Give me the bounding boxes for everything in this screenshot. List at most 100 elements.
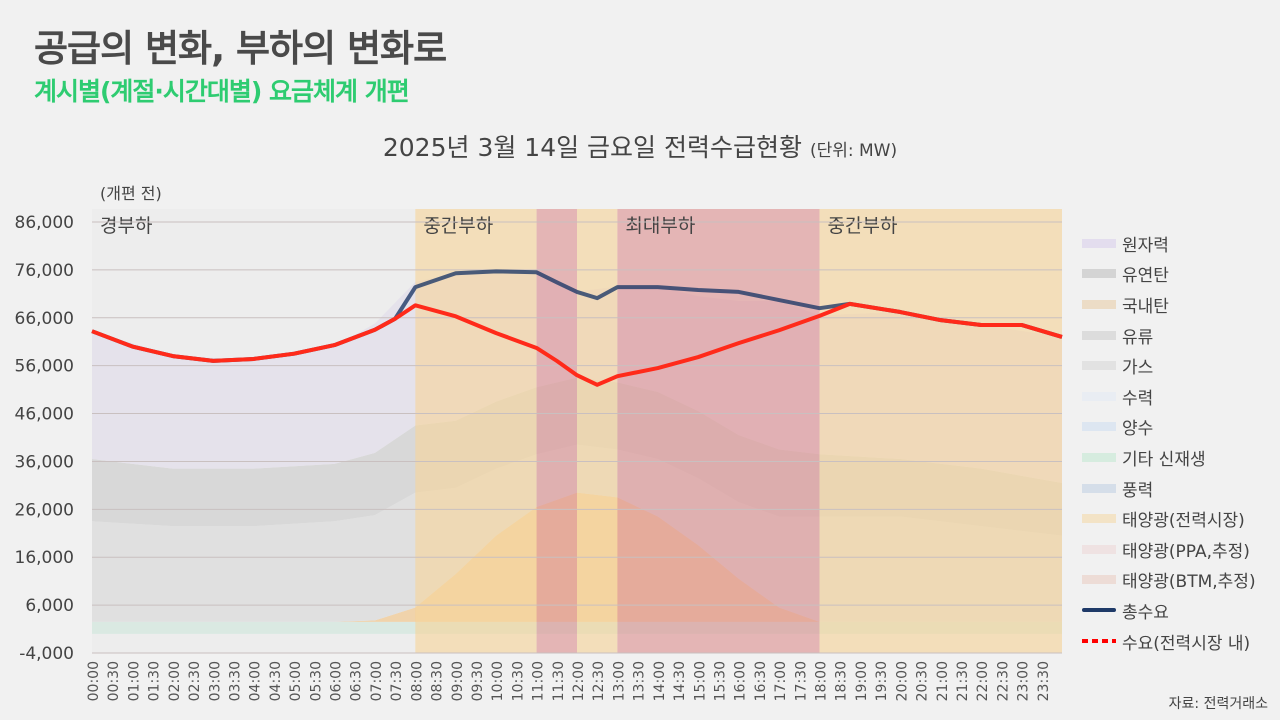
x-tick-label-36: 18:00 [814, 661, 830, 701]
x-tick-label-17: 08:30 [430, 661, 446, 701]
x-tick-label-15: 07:30 [389, 661, 405, 701]
legend-swatch [1082, 361, 1116, 371]
y-tick-label-2: 66,000 [15, 309, 74, 329]
x-tick-label-37: 18:30 [834, 661, 850, 701]
x-tick-label-3: 01:30 [147, 661, 163, 701]
legend-swatch [1082, 269, 1116, 279]
x-tick-label-46: 23:00 [1016, 661, 1032, 701]
period-band-5 [819, 209, 1062, 653]
period-band-1 [415, 209, 537, 653]
legend-swatch [1082, 330, 1116, 340]
legend-label: 수력 [1122, 388, 1154, 409]
y-tick-label-3: 56,000 [15, 357, 74, 377]
x-tick-label-38: 19:00 [854, 661, 870, 701]
x-tick-label-4: 02:00 [167, 661, 183, 701]
legend-item: 국내탄 [1082, 289, 1256, 320]
x-tick-label-27: 13:30 [632, 661, 648, 701]
legend-label: 총수요 [1122, 602, 1169, 623]
y-tick-label-1: 76,000 [15, 261, 74, 281]
x-tick-label-9: 04:30 [268, 661, 284, 701]
x-tick-label-18: 09:00 [450, 661, 466, 701]
legend-swatch [1082, 422, 1116, 432]
legend-label: 유류 [1122, 327, 1154, 348]
legend-item: 태양광(BTM,추정) [1082, 565, 1256, 596]
legend-label: 태양광(전력시장) [1122, 511, 1245, 532]
page-subtitle: 계시별(계절·시간대별) 요금체계 개편 [34, 77, 410, 106]
legend-label: 원자력 [1122, 235, 1169, 256]
chart-title-text: 2025년 3월 14일 금요일 전력수급현황 [382, 133, 803, 162]
legend-swatch [1082, 639, 1116, 644]
x-tick-label-21: 10:30 [510, 661, 526, 701]
x-tick-label-35: 17:30 [793, 661, 809, 701]
x-tick-label-33: 16:30 [753, 661, 769, 701]
legend-label: 가스 [1122, 358, 1154, 379]
source-note: 자료: 전력거래소 [1168, 696, 1268, 712]
x-tick-label-11: 05:30 [308, 661, 324, 701]
x-tick-label-39: 19:30 [874, 661, 890, 701]
legend-label: 유연탄 [1122, 266, 1169, 287]
period-band-0 [92, 209, 416, 653]
x-tick-label-13: 06:30 [349, 661, 365, 701]
x-tick-label-16: 08:00 [409, 661, 425, 701]
x-tick-label-23: 11:30 [551, 661, 567, 701]
y-tick-label-0: 86,000 [15, 213, 74, 233]
legend-item: 수력 [1082, 381, 1256, 412]
x-tick-label-6: 03:00 [207, 661, 223, 701]
period-band-3 [577, 209, 618, 653]
legend-label: 국내탄 [1122, 296, 1169, 317]
y-tick-label-8: 6,000 [25, 596, 74, 616]
legend-swatch [1082, 575, 1116, 585]
y-tick-label-6: 26,000 [15, 500, 74, 520]
legend-label: 태양광(PPA,추정) [1122, 541, 1250, 562]
x-tick-label-25: 12:30 [591, 661, 607, 701]
legend-item: 유연탄 [1082, 259, 1256, 290]
legend-label: 기타 신재생 [1122, 449, 1206, 470]
legend-item: 수요(전력시장 내) [1082, 626, 1256, 657]
x-tick-label-0: 00:00 [86, 661, 102, 701]
period-band-4 [617, 209, 820, 653]
before-reform-note: (개편 전) [100, 184, 162, 203]
x-tick-label-10: 05:00 [288, 661, 304, 701]
legend-label: 수요(전력시장 내) [1122, 633, 1251, 654]
x-tick-label-2: 01:00 [126, 661, 142, 701]
x-tick-label-43: 21:30 [955, 661, 971, 701]
x-tick-label-24: 12:00 [571, 661, 587, 701]
legend-item: 가스 [1082, 350, 1256, 381]
x-tick-label-22: 11:00 [531, 661, 547, 701]
legend-item: 양수 [1082, 412, 1256, 443]
y-tick-label-5: 36,000 [15, 452, 74, 472]
x-tick-label-14: 07:00 [369, 661, 385, 701]
y-tick-label-7: 16,000 [15, 548, 74, 568]
legend-item: 태양광(PPA,추정) [1082, 534, 1256, 565]
legend-swatch [1082, 514, 1116, 524]
legend-label: 풍력 [1122, 480, 1154, 501]
x-tick-label-41: 20:30 [915, 661, 931, 701]
x-tick-label-5: 02:30 [187, 661, 203, 701]
x-tick-label-20: 10:00 [490, 661, 506, 701]
x-tick-label-28: 14:00 [652, 661, 668, 701]
x-tick-label-34: 17:00 [773, 661, 789, 701]
period-label-0: 경부하 [100, 215, 152, 237]
period-label-1: 중간부하 [423, 215, 493, 237]
x-tick-label-29: 14:30 [672, 661, 688, 701]
x-tick-label-7: 03:30 [227, 661, 243, 701]
series-line-1 [91, 301, 1063, 387]
x-tick-label-44: 22:00 [975, 661, 991, 701]
legend-item: 태양광(전력시장) [1082, 503, 1256, 534]
legend-item: 풍력 [1082, 473, 1256, 504]
legend-item: 총수요 [1082, 595, 1256, 626]
legend-swatch [1082, 452, 1116, 462]
x-tick-label-12: 06:00 [329, 661, 345, 701]
legend-item: 원자력 [1082, 228, 1256, 259]
legend-swatch [1082, 483, 1116, 493]
x-tick-label-1: 00:30 [106, 661, 122, 701]
x-tick-label-30: 15:00 [692, 661, 708, 701]
legend-label: 양수 [1122, 419, 1154, 440]
legend-swatch [1082, 391, 1116, 401]
x-tick-label-19: 09:30 [470, 661, 486, 701]
legend-item: 유류 [1082, 320, 1256, 351]
legend-swatch [1082, 238, 1116, 248]
x-tick-label-32: 16:00 [733, 661, 749, 701]
